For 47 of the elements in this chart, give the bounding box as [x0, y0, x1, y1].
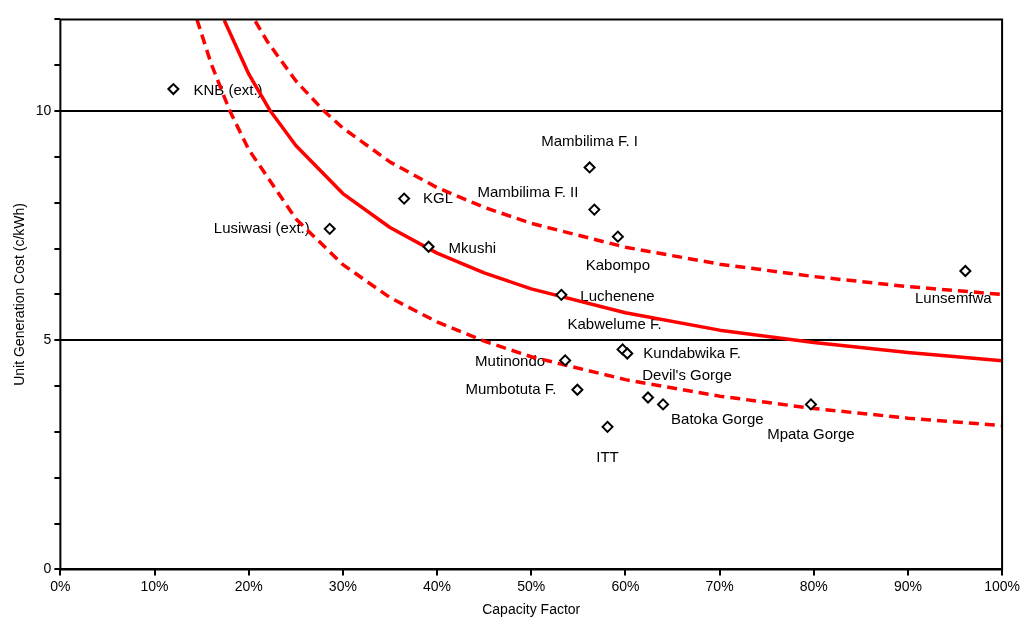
annotation: Lusiwasi (ext.)	[213, 219, 310, 236]
point	[571, 383, 584, 396]
point	[804, 398, 817, 411]
point	[559, 354, 572, 367]
annotation: Batoka Gorge	[671, 409, 764, 427]
annotation: Lunsemfwa	[915, 289, 993, 307]
x-tick-label: 30%	[328, 577, 357, 594]
annotation: Kabompo	[585, 255, 650, 273]
annotation: Luchenene	[580, 287, 655, 304]
point	[621, 347, 634, 360]
point	[422, 240, 435, 253]
annotation: Mkushi	[448, 238, 497, 256]
point	[601, 420, 614, 433]
x-axis-title: Capacity Factor	[482, 601, 581, 618]
annotation: Kundabwika F.	[643, 343, 741, 361]
y-tick-label: 10	[35, 101, 52, 118]
y-tick-label: 0	[43, 560, 52, 577]
point	[555, 288, 568, 301]
x-tick-label: 50%	[517, 577, 546, 594]
annotation: KGL	[423, 188, 454, 206]
x-tick-label: 20%	[234, 577, 263, 594]
x-tick-label: 40%	[423, 577, 452, 594]
x-tick-label: 60%	[611, 577, 640, 594]
x-tick-label: 80%	[799, 577, 828, 594]
annotation: Mpata Gorge	[767, 424, 855, 442]
x-tick-label: 0%	[50, 577, 71, 594]
y-tick-label: 5	[43, 331, 52, 348]
x-tick-label: 100%	[984, 577, 1020, 594]
point	[588, 203, 601, 216]
annotation: ITT	[596, 448, 619, 465]
x-tick-label: 70%	[705, 577, 734, 594]
annotation: Mutinondo	[475, 351, 546, 369]
point	[959, 265, 972, 278]
y-axis-title: Unit Generation Cost (c/kWh)	[11, 202, 28, 386]
point	[611, 230, 624, 243]
x-tick-label: 10%	[140, 577, 169, 594]
x-tick-label: 90%	[893, 577, 922, 594]
point	[642, 391, 655, 404]
point	[323, 222, 336, 235]
annotation: Mambilima F. II	[477, 182, 579, 200]
annotation: Devil's Gorge	[642, 365, 732, 383]
point	[398, 192, 411, 205]
point	[583, 161, 596, 174]
point	[167, 83, 180, 96]
point	[657, 398, 670, 411]
annotation: Mambilima F. I	[541, 131, 638, 149]
annotation: Mumbotuta F.	[465, 379, 557, 397]
